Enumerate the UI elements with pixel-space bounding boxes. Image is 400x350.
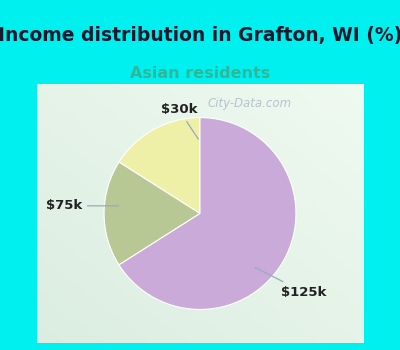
Wedge shape: [104, 162, 200, 265]
Wedge shape: [119, 118, 296, 309]
Text: $125k: $125k: [255, 267, 326, 299]
Text: City-Data.com: City-Data.com: [207, 97, 291, 110]
Wedge shape: [119, 118, 200, 214]
Text: Asian residents: Asian residents: [130, 66, 270, 81]
Text: $75k: $75k: [46, 199, 118, 212]
Text: Income distribution in Grafton, WI (%): Income distribution in Grafton, WI (%): [0, 26, 400, 44]
Text: $30k: $30k: [161, 103, 198, 139]
